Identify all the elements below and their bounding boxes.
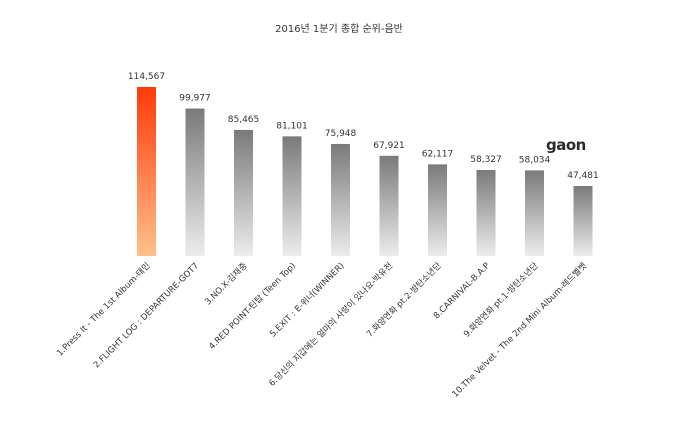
bar-2	[185, 108, 205, 256]
value-label-1: 114,567	[128, 72, 165, 82]
bar-10	[573, 185, 593, 256]
category-label-2: 2.FLIGHT LOG : DEPARTURE-GOT7	[92, 261, 201, 370]
bar-9	[525, 170, 544, 256]
bars-group	[137, 87, 593, 256]
value-label-4: 81,101	[276, 121, 308, 131]
bar-3	[234, 129, 253, 256]
value-label-7: 62,117	[422, 149, 454, 159]
bar-8	[476, 169, 496, 256]
value-label-9: 58,034	[519, 155, 551, 165]
category-label-1: 1.Press It - The 1st Album-태민	[54, 260, 152, 358]
value-label-5: 75,948	[325, 129, 357, 139]
chart-title: 2016년 1분기 종합 순위-음반	[275, 22, 403, 35]
gaon-logo-text: gaon	[546, 136, 586, 154]
bar-5	[331, 143, 350, 256]
value-label-3: 85,465	[228, 115, 260, 125]
category-label-4: 4.RED POINT-틴탑 (Teen Top)	[207, 260, 299, 352]
value-label-8: 58,327	[470, 155, 502, 165]
bar-7	[428, 164, 447, 256]
category-label-3: 3.NO.X-김재중	[203, 260, 250, 307]
bar-4	[282, 136, 302, 256]
category-labels-group: 1.Press It - The 1st Album-태민2.FLIGHT LO…	[54, 260, 589, 399]
bar-1	[137, 87, 156, 256]
value-label-2: 99,977	[179, 94, 211, 104]
value-label-10: 47,481	[567, 171, 599, 181]
value-labels-group: 114,567 99,977 85,465 81,101 75,948 67,921 62,…	[128, 72, 599, 181]
bar-6	[379, 155, 399, 256]
gaon-logo: gaon	[546, 136, 586, 154]
value-label-6: 67,921	[373, 141, 405, 151]
